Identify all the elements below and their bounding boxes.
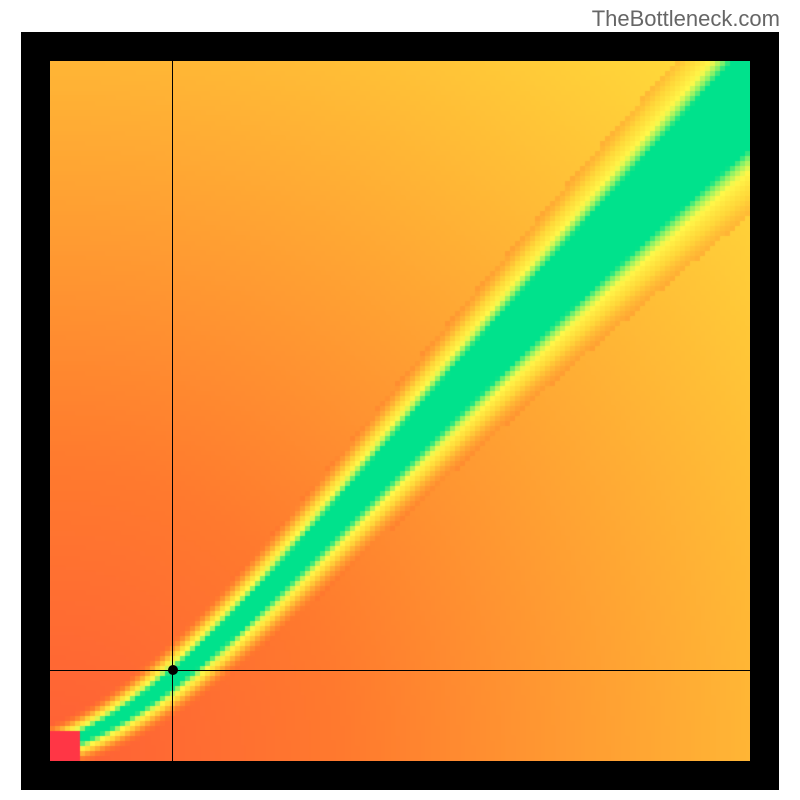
attribution-text: TheBottleneck.com	[592, 6, 780, 32]
crosshair-horizontal	[50, 670, 750, 671]
crosshair-marker	[168, 665, 178, 675]
heatmap-canvas	[50, 61, 750, 761]
chart-plot-area	[50, 61, 750, 761]
chart-outer-frame	[21, 32, 779, 790]
crosshair-vertical	[172, 61, 173, 761]
root-container: TheBottleneck.com	[0, 0, 800, 800]
